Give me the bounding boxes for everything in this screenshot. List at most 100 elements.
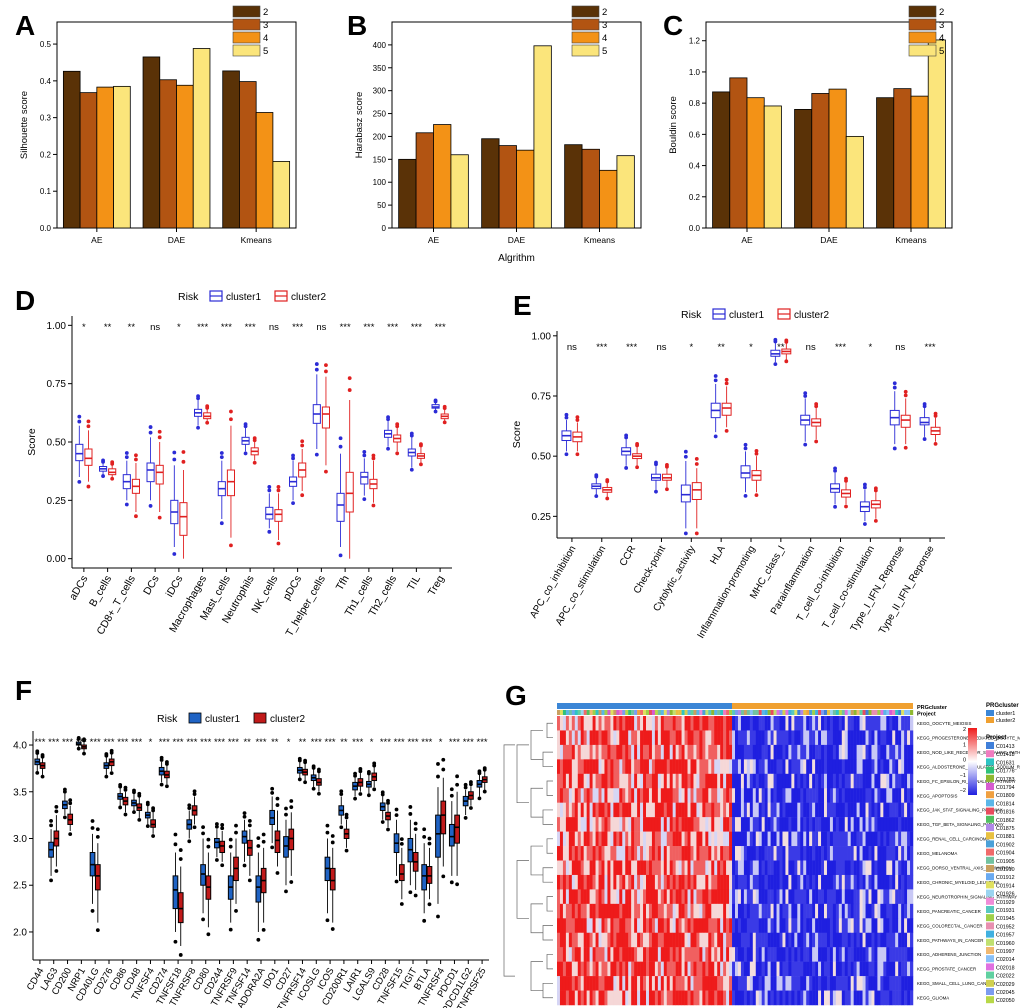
heatmap-cell [693,918,697,933]
heatmap-cell [562,889,567,905]
outlier-dot [469,806,473,810]
heatmap-cell [844,730,848,746]
heatmap-cell [714,802,718,818]
heatmap-cell [737,802,742,818]
heatmap-cell [856,744,860,760]
heatmap-cell [625,846,629,861]
outlier-dot [624,466,629,470]
heatmap-cell [571,976,576,991]
heatmap-cell [732,976,736,991]
heatmap-cell [625,716,629,731]
heatmap-cell [637,788,641,803]
heatmap-cell [640,846,644,861]
project-bar-cell [868,710,872,715]
heatmap-cell [732,918,736,933]
outlier-dot [564,452,569,457]
box-NK_cells [274,509,283,522]
heatmap-cell [832,817,837,832]
outlier-dot [409,431,414,436]
heatmap-cell [580,802,584,818]
heatmap-cell [702,961,706,977]
heatmap-cell [770,918,774,933]
heatmap-cell [767,744,771,760]
heatmap-cell [684,961,688,977]
heatmap-cell [637,976,641,991]
heatmap-cell [598,831,602,847]
heatmap-cell [640,716,644,731]
heatmap-cell [574,744,579,760]
heatmap-cell [654,716,659,731]
heatmap-cell [850,817,854,832]
bar-Kmeans-5 [272,161,291,229]
heatmap-cell [732,846,736,861]
project-bar-cell [821,710,825,715]
y-tick-label: 400 [373,41,387,50]
outlier-dot [206,837,211,842]
heatmap-cell [826,744,831,760]
heatmap-cell [681,744,685,760]
heatmap-cell [711,831,715,847]
heatmap-cell [871,947,875,962]
heatmap-cell [598,716,602,731]
outlier-dot [86,484,91,489]
heatmap-cell [880,831,884,847]
heatmap-cell [637,846,641,861]
heatmap-cell [761,730,765,746]
outlier-dot [267,488,272,493]
heatmap-cell [577,788,581,803]
heatmap-cell [788,802,792,818]
heatmap-cell [616,860,620,876]
heatmap-cell [696,802,700,818]
heatmap-cell [729,773,733,789]
heatmap-cell [726,860,730,876]
outlier-dot [109,748,114,753]
heatmap-cell [901,846,905,861]
heatmap-cell [696,961,700,977]
heatmap-cell [746,773,751,789]
heatmap-cell [565,976,570,991]
bar-Kmeans-4 [255,112,274,229]
outlier-dot [338,444,343,449]
heatmap-cell [660,788,665,803]
heatmap-cell [634,744,638,760]
heatmap-cell [580,788,584,803]
bar-AE-3 [79,92,98,229]
heatmap-cell [835,932,840,948]
heatmap-cell [651,976,656,991]
outlier-dot [314,452,319,457]
heatmap-cell [663,773,668,789]
heatmap-cell [901,932,905,948]
heatmap-cell [619,846,623,861]
heatmap-row-label: KEGG_RENAL_CELL_CARCINOMA [917,837,990,842]
outlier-dot [124,451,129,455]
heatmap-cell [634,730,638,746]
heatmap-cell [850,759,854,775]
heatmap-cell [714,846,718,861]
heatmap-cell [565,744,570,760]
heatmap-cell [829,716,834,731]
heatmap-cell [901,947,905,962]
heatmap-cell [562,874,567,890]
heatmap-cell [889,889,893,905]
heatmap-cell [678,759,682,775]
heatmap-cell [895,874,899,890]
significance-label: *** [352,737,363,748]
box-chart-F: 2.02.53.03.54.0Gene expressionCD44***LAG… [13,712,489,1008]
heatmap-cell [850,788,854,803]
outlier-dot [933,411,938,416]
heatmap-cell [693,802,697,818]
heatmap-cell [693,846,697,861]
heatmap-cell [592,976,596,991]
heatmap-cell [690,918,694,933]
heatmap-cell [678,831,682,847]
heatmap-cell [740,759,745,775]
heatmap-cell [886,918,890,933]
heatmap-cell [815,831,819,847]
heatmap-cell [779,759,783,775]
heatmap-cell [871,831,875,847]
heatmap-cell [696,788,700,803]
heatmap-cell [850,773,854,789]
outlier-dot [90,826,95,830]
heatmap-cell [557,976,561,991]
outlier-dot [219,451,224,455]
